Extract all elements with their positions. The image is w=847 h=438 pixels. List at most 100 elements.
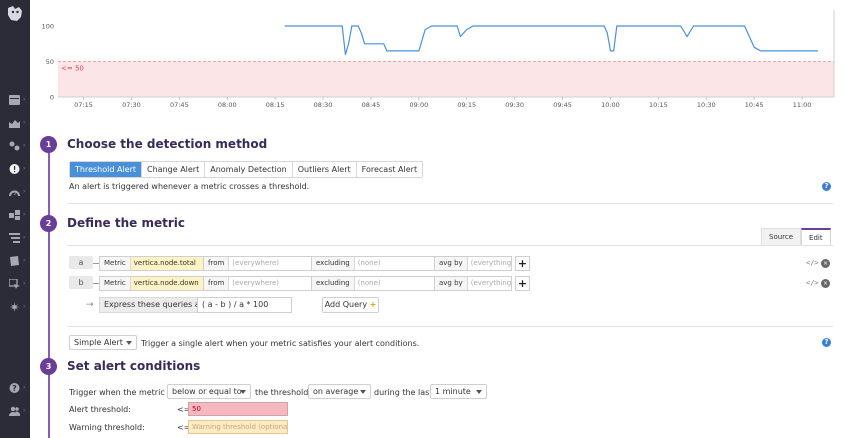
chevron-right-icon: › [23, 142, 26, 149]
query-b-metric-box[interactable]: Metric vertica.node.down [99, 276, 204, 291]
query-b-excluding-box[interactable]: excluding (none) [311, 276, 435, 291]
metric-chart: <= 50 100 50 0 07:15 07:30 07:45 08:00 08:15 08:… [42, 10, 835, 109]
query-b-letter: b [69, 276, 93, 289]
nav-dashboards[interactable]: › [0, 92, 30, 108]
tab-forecast-alert[interactable]: Forecast Alert [356, 162, 423, 177]
nav-apm[interactable]: › [0, 184, 30, 200]
tab-change-alert[interactable]: Change Alert [142, 162, 206, 177]
plus-icon: + [369, 300, 377, 309]
alert-type-description: Trigger a single alert when your metric … [141, 339, 420, 348]
y-tick-label: 50 [46, 58, 54, 66]
nav-logs[interactable]: › [0, 230, 30, 246]
tabs-underline [67, 245, 833, 246]
nav-synthetics[interactable]: › [0, 276, 30, 292]
x-tick-label: 09:15 [457, 101, 476, 109]
x-tick-label: 07:15 [74, 101, 93, 109]
tab-threshold-alert[interactable]: Threshold Alert [70, 162, 143, 177]
nav-help[interactable]: ? › [0, 380, 30, 396]
x-tick-label: 10:45 [745, 101, 764, 109]
caret-down-icon [126, 341, 132, 345]
aggregation-select[interactable]: on average [308, 384, 371, 399]
nav-metrics[interactable]: › [0, 115, 30, 131]
query-a-excluding-value[interactable]: (none) [357, 259, 381, 267]
from-label: from [204, 277, 230, 290]
chevron-right-icon: › [23, 119, 26, 126]
section-divider [67, 326, 833, 327]
y-tick-label: 0 [50, 94, 54, 102]
query-a-add-function-button[interactable]: + [515, 256, 530, 271]
avg-by-label: avg by [435, 257, 468, 270]
query-a-letter: a [69, 256, 93, 269]
nav-security[interactable]: › [0, 299, 30, 315]
query-b-metric-value[interactable]: vertica.node.down [130, 277, 203, 290]
code-icon[interactable]: </> [806, 259, 819, 267]
query-a-metric-box[interactable]: Metric vertica.node.total [99, 256, 204, 271]
arrow-right-icon: → [86, 300, 94, 310]
tab-outliers-alert[interactable]: Outliers Alert [292, 162, 357, 177]
query-a-avgby-value[interactable]: (everything) [470, 259, 511, 267]
tab-anomaly-detection[interactable]: Anomaly Detection [205, 162, 293, 177]
sidebar: › › › › › › › › › › ? › › [0, 0, 30, 438]
logs-icon [9, 233, 20, 243]
metric-label: Metric [100, 257, 131, 270]
query-b-from-box[interactable]: from (everywhere) [203, 276, 312, 291]
query-b-avgby-value[interactable]: (everything) [470, 279, 511, 287]
tab-edit[interactable]: Edit [801, 228, 831, 245]
query-a-from-value[interactable]: (everywhere) [232, 259, 280, 267]
query-b-avgby-box[interactable]: avg by (everything) [434, 276, 512, 291]
dashboard-icon [9, 95, 20, 105]
expression-label: Express these queries as: [99, 297, 212, 313]
add-query-label: Add Query [324, 300, 368, 309]
query-b-excluding-value[interactable]: (none) [357, 279, 381, 287]
alert-type-value: Simple Alert [74, 338, 123, 347]
query-a-avgby-box[interactable]: avg by (everything) [434, 256, 512, 271]
x-tick-label: 08:00 [218, 101, 237, 109]
step-2-number: 2 [40, 215, 57, 232]
alert-threshold-input[interactable]: 50 [188, 402, 288, 416]
x-tick-label: 10:15 [649, 101, 668, 109]
code-icon[interactable]: </> [806, 279, 819, 287]
trigger-prefix-text: Trigger when the metric is [69, 388, 174, 397]
add-query-button[interactable]: Add Query + [322, 297, 379, 313]
chevron-right-icon: › [23, 211, 26, 218]
chevron-right-icon: › [23, 188, 26, 195]
source-edit-tabs: Source Edit [761, 228, 831, 245]
query-a-excluding-box[interactable]: excluding (none) [311, 256, 435, 271]
nav-monitors[interactable]: › [0, 161, 30, 177]
alert-type-select[interactable]: Simple Alert [69, 335, 137, 350]
from-label: from [204, 257, 230, 270]
chevron-right-icon: › [23, 234, 26, 241]
close-icon[interactable]: × [821, 259, 830, 268]
time-window-select[interactable]: 1 minute [430, 384, 487, 399]
query-b-add-function-button[interactable]: + [515, 276, 530, 291]
nav-integrations[interactable]: › [0, 138, 30, 154]
chevron-right-icon: › [23, 303, 26, 310]
x-tick-label: 08:15 [266, 101, 285, 109]
nav-team[interactable]: › [0, 403, 30, 419]
aggregation-value: on average [313, 387, 359, 396]
help-icon[interactable]: ? [822, 182, 831, 191]
comparator-select[interactable]: below or equal to [167, 384, 251, 399]
query-a-metric-value[interactable]: vertica.node.total [130, 257, 203, 270]
excluding-label: excluding [312, 277, 355, 290]
nav-notebooks[interactable]: › [0, 253, 30, 269]
comparator-value: below or equal to [172, 387, 242, 396]
security-icon [9, 302, 20, 312]
tab-source[interactable]: Source [761, 228, 802, 245]
step-3-title: Set alert conditions [67, 359, 201, 373]
datadog-logo-icon[interactable] [5, 4, 25, 24]
query-a-from-box[interactable]: from (everywhere) [203, 256, 312, 271]
integrations-icon [9, 141, 20, 151]
nav-infrastructure[interactable]: › [0, 207, 30, 223]
help-icon[interactable]: ? [822, 338, 831, 347]
x-tick-label: 08:30 [314, 101, 333, 109]
x-tick-label: 10:00 [601, 101, 620, 109]
close-icon[interactable]: × [821, 279, 830, 288]
warning-threshold-input[interactable]: Warning threshold (optional) [188, 420, 288, 434]
expression-input[interactable]: ( a - b ) / a * 100 [197, 297, 292, 313]
query-b-from-value[interactable]: (everywhere) [232, 279, 280, 287]
warning-threshold-label: Warning threshold: [69, 423, 145, 432]
threshold-word-text: the threshold [255, 388, 309, 397]
metrics-icon [9, 120, 20, 128]
x-tick-label: 09:30 [505, 101, 524, 109]
